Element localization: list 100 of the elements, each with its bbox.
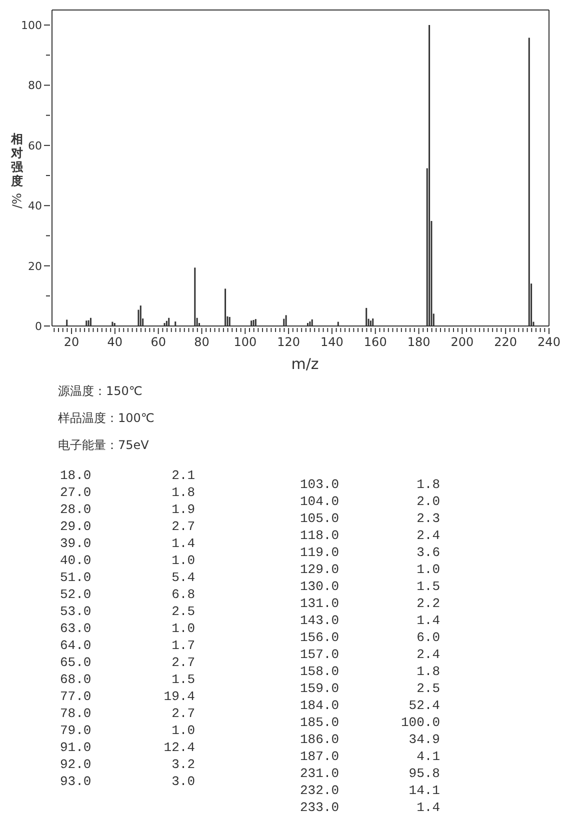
text: 2.1 xyxy=(170,467,195,484)
text: 63.0 xyxy=(60,620,92,637)
text: 92.0 xyxy=(60,756,92,773)
text: 2.7 xyxy=(170,654,195,671)
text: 129.0 xyxy=(300,561,340,578)
text: 65.0 xyxy=(60,654,92,671)
x-tick-label: 140 xyxy=(320,335,344,349)
text: 100.0 xyxy=(400,714,440,731)
text: 53.0 xyxy=(60,603,92,620)
text: 231.0 xyxy=(300,765,340,782)
x-axis-title: m/z xyxy=(290,354,320,374)
text: 27.0 xyxy=(60,484,92,501)
text: 2.4 xyxy=(416,646,440,663)
text: 103.0 xyxy=(300,476,340,493)
text: 185.0 xyxy=(300,714,340,731)
text: 2.7 xyxy=(170,705,195,722)
text: 105.0 xyxy=(300,510,340,527)
text: 4.1 xyxy=(416,748,440,765)
x-tick-label: 40 xyxy=(107,335,123,349)
text: 39.0 xyxy=(60,535,92,552)
text: 79.0 xyxy=(60,722,92,739)
text: 1.0 xyxy=(170,722,195,739)
text: 186.0 xyxy=(300,731,340,748)
text: 1.7 xyxy=(170,637,195,654)
text: 1.4 xyxy=(416,799,440,816)
text: 18.0 xyxy=(60,467,92,484)
x-tick-label: 80 xyxy=(194,335,210,349)
text: 119.0 xyxy=(300,544,340,561)
text: 159.0 xyxy=(300,680,340,697)
text: 156.0 xyxy=(300,629,340,646)
text: 3.0 xyxy=(170,773,195,790)
text: 51.0 xyxy=(60,569,92,586)
text: 52.0 xyxy=(60,586,92,603)
text: 12.4 xyxy=(162,739,195,756)
text: 1.5 xyxy=(416,578,440,595)
text: 157.0 xyxy=(300,646,340,663)
text: 1.8 xyxy=(416,663,440,680)
text: 52.4 xyxy=(408,697,440,714)
text: 19.4 xyxy=(162,688,195,705)
text: 3.2 xyxy=(170,756,195,773)
text: 104.0 xyxy=(300,493,340,510)
text: 电子能量：75eV xyxy=(58,437,150,454)
x-tick-label: 160 xyxy=(364,335,387,349)
text: 1.4 xyxy=(170,535,195,552)
text: 2.5 xyxy=(170,603,195,620)
text: 1.9 xyxy=(170,501,195,518)
text: 1.8 xyxy=(170,484,195,501)
text: 78.0 xyxy=(60,705,92,722)
text: 6.0 xyxy=(416,629,440,646)
text: 1.0 xyxy=(416,561,440,578)
x-tick-label: 200 xyxy=(450,335,474,349)
text: 5.4 xyxy=(170,569,195,586)
text: 91.0 xyxy=(60,739,92,756)
text: 29.0 xyxy=(60,518,92,535)
text: 77.0 xyxy=(60,688,92,705)
y-tick-label: 80 xyxy=(28,79,42,92)
text: 2.4 xyxy=(416,527,440,544)
text: 233.0 xyxy=(300,799,340,816)
text: 源温度：150℃ xyxy=(58,383,144,400)
text: 232.0 xyxy=(300,782,340,799)
y-tick-label: 20 xyxy=(28,260,42,273)
x-tick-label: 180 xyxy=(407,335,430,349)
text: 28.0 xyxy=(60,501,92,518)
text: 187.0 xyxy=(300,748,340,765)
y-tick-label: 100 xyxy=(21,19,42,32)
y-tick-label: 40 xyxy=(28,200,42,213)
text: 130.0 xyxy=(300,578,340,595)
text: 95.8 xyxy=(408,765,440,782)
text: 93.0 xyxy=(60,773,92,790)
text: 6.8 xyxy=(170,586,195,603)
x-tick-label: 100 xyxy=(234,335,257,349)
x-tick-label: 240 xyxy=(538,335,560,349)
y-axis-title: 相对强度/% xyxy=(10,132,24,208)
x-tick-label: 220 xyxy=(494,335,518,349)
text: 40.0 xyxy=(60,552,92,569)
text: 158.0 xyxy=(300,663,340,680)
text: 2.7 xyxy=(170,518,195,535)
x-tick-label: 20 xyxy=(64,335,80,349)
text: 1.0 xyxy=(170,620,195,637)
y-tick-label: 0 xyxy=(35,320,42,333)
text: 68.0 xyxy=(60,671,92,688)
text: 34.9 xyxy=(408,731,440,748)
text: 2.5 xyxy=(416,680,440,697)
text: 样品温度：100℃ xyxy=(58,410,156,427)
text: 131.0 xyxy=(300,595,340,612)
x-tick-label: 120 xyxy=(277,335,300,349)
text: 64.0 xyxy=(60,637,92,654)
text: 14.1 xyxy=(408,782,440,799)
text: 3.6 xyxy=(416,544,440,561)
text: 1.8 xyxy=(416,476,440,493)
text: 184.0 xyxy=(300,697,340,714)
text: 2.2 xyxy=(416,595,440,612)
text: 1.0 xyxy=(170,552,195,569)
text: 1.5 xyxy=(170,671,195,688)
text: 1.4 xyxy=(416,612,440,629)
text: 2.3 xyxy=(416,510,440,527)
x-tick-label: 60 xyxy=(150,335,166,349)
text: 2.0 xyxy=(416,493,440,510)
text: 118.0 xyxy=(300,527,340,544)
y-tick-label: 60 xyxy=(28,139,42,152)
